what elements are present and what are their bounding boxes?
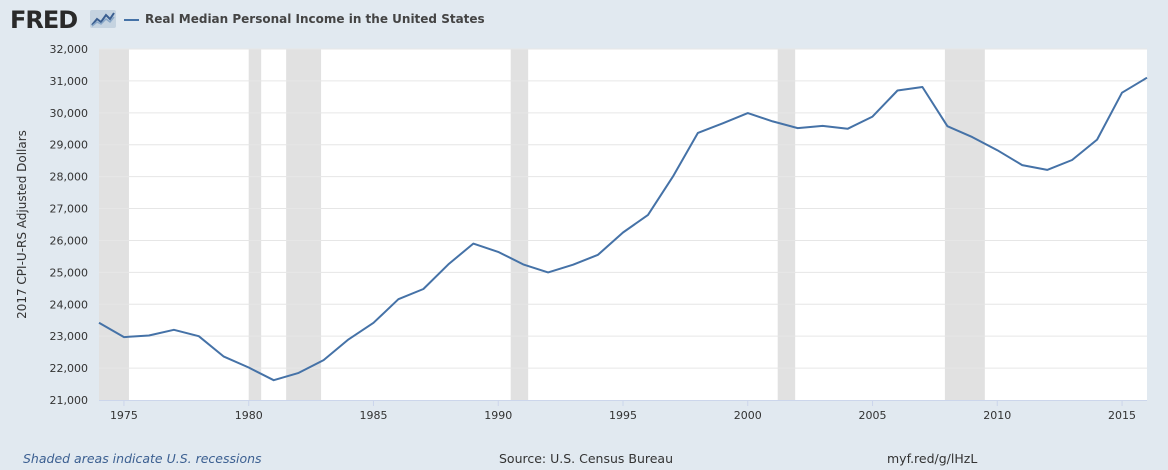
- x-tick-label: 1980: [235, 409, 263, 422]
- y-axis-title: 2017 CPI-U-RS Adjusted Dollars: [15, 130, 29, 319]
- x-tick-label: 2015: [1108, 409, 1136, 422]
- short-url[interactable]: myf.red/g/lHzL: [887, 451, 978, 466]
- recession-band: [944, 49, 985, 400]
- y-tick-label: 28,000: [50, 171, 89, 184]
- y-tick-label: 24,000: [50, 298, 89, 311]
- y-tick-label: 23,000: [50, 330, 89, 343]
- x-tick-label: 2005: [859, 409, 887, 422]
- line-graph-icon: [90, 10, 116, 28]
- y-tick-label: 31,000: [50, 75, 89, 88]
- recession-band: [248, 49, 262, 400]
- recession-bands: [99, 49, 985, 400]
- x-tick-label: 2010: [983, 409, 1011, 422]
- series-group: [98, 76, 1148, 382]
- y-tick-label: 30,000: [50, 107, 89, 120]
- y-tick-label: 27,000: [50, 203, 89, 216]
- y-tick-label: 25,000: [50, 266, 89, 279]
- recession-band: [777, 49, 796, 400]
- chart-title[interactable]: Real Median Personal Income in the Unite…: [145, 12, 485, 26]
- recession-band: [286, 49, 322, 400]
- recession-note: Shaded areas indicate U.S. recessions: [23, 451, 262, 466]
- x-tick-label: 1985: [359, 409, 387, 422]
- x-axis-ticks: 1975 1980 1985 1990 1995 2000 2005 2010 2015: [110, 400, 1136, 422]
- y-tick-label: 26,000: [50, 234, 89, 247]
- recession-band: [510, 49, 529, 400]
- source-text: Source: U.S. Census Bureau: [499, 451, 674, 466]
- x-tick-label: 2000: [734, 409, 762, 422]
- grid-lines: [99, 48, 1147, 401]
- y-tick-label: 21,000: [50, 394, 89, 407]
- x-tick-label: 1975: [110, 409, 138, 422]
- y-axis-ticks: 21,000 22,000 23,000 24,000 25,000 26,000 27,0…: [50, 43, 89, 407]
- y-tick-label: 29,000: [50, 139, 89, 152]
- y-tick-label: 32,000: [50, 43, 89, 56]
- chart-header: FRED Real Median Personal Income in the …: [0, 0, 1168, 40]
- fred-logo[interactable]: FRED: [10, 6, 78, 34]
- x-tick-label: 1995: [609, 409, 637, 422]
- legend-line-swatch: [124, 19, 139, 21]
- y-tick-label: 22,000: [50, 362, 89, 375]
- x-tick-label: 1990: [484, 409, 512, 422]
- series-line[interactable]: [98, 76, 1148, 382]
- recession-band: [99, 49, 129, 400]
